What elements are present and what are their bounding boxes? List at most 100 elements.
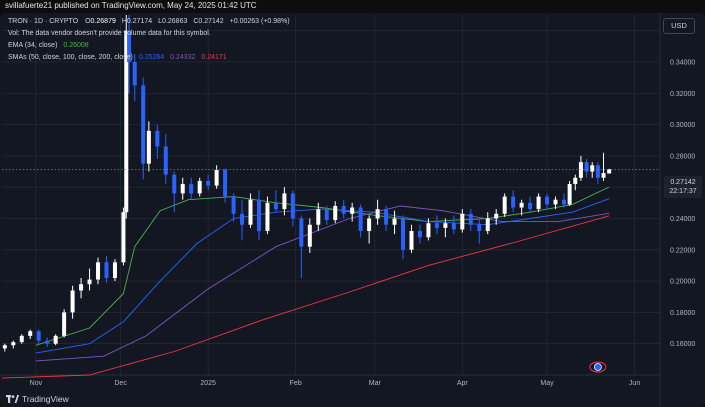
legend-symbol[interactable]: TRON · 1D · CRYPTO	[8, 18, 79, 25]
x-tick-label: Nov	[30, 380, 43, 387]
candle-body	[451, 223, 456, 230]
candle-body	[384, 209, 389, 225]
last-price-tag: 0.27142 22:17:37	[664, 176, 702, 198]
candle-body	[146, 130, 151, 164]
candle-body	[197, 180, 202, 194]
candle-body	[485, 218, 490, 231]
candle-body	[282, 193, 287, 210]
candle-body	[511, 196, 516, 208]
candle-body	[573, 177, 578, 185]
currency-button[interactable]: USD	[663, 18, 695, 34]
candle-body	[316, 209, 321, 225]
x-tick-label: May	[540, 380, 554, 387]
candle-body	[417, 231, 422, 238]
x-tick-label: 2025	[200, 380, 216, 387]
candle-body	[299, 218, 304, 247]
y-tick-label: 0.20000	[670, 279, 695, 286]
ema-label: EMA (34, close)	[8, 42, 58, 49]
x-tick-label: Feb	[290, 380, 302, 387]
sma-label: SMAs (50, close, 100, close, 200, close)	[8, 54, 133, 61]
candle-body	[578, 162, 583, 178]
candle-body	[172, 174, 177, 194]
publisher-caption: svillafuerte21 published on TradingView.…	[5, 1, 257, 10]
x-tick-label: Apr	[457, 380, 469, 387]
high-value: 0.27174	[126, 18, 153, 25]
tradingview-logo-icon	[6, 395, 19, 403]
candle-body	[141, 85, 146, 164]
candle-body	[104, 262, 109, 278]
candle-body	[584, 162, 589, 172]
legend-ema[interactable]: EMA (34, close) 0.26008	[8, 42, 89, 49]
candle-body	[567, 184, 572, 205]
series-line	[1, 215, 610, 379]
candle-body	[601, 173, 606, 178]
candle-body	[79, 284, 84, 291]
legend-ohlc: TRON · 1D · CRYPTO O0.26879 H0.27174 L0.…	[8, 18, 290, 25]
y-tick-label: 0.16000	[670, 341, 695, 348]
legend-volume-note: Vol: The data vendor doesn't provide vol…	[8, 30, 211, 37]
candle-body	[155, 130, 160, 147]
candle-body	[590, 165, 595, 172]
candle-body	[392, 218, 397, 225]
y-tick-label: 0.30000	[670, 122, 695, 129]
y-tick-label: 0.34000	[670, 59, 695, 66]
candle-body	[163, 146, 168, 175]
series-line	[35, 186, 610, 346]
candle-body	[127, 30, 132, 62]
candle-body	[401, 218, 406, 250]
candle-body	[290, 193, 295, 219]
candle-body	[231, 196, 236, 214]
y-tick-label: 0.18000	[670, 310, 695, 317]
candle-body	[561, 199, 566, 205]
candle-body	[375, 209, 380, 219]
candle-body	[273, 202, 278, 210]
candle-body	[124, 30, 129, 213]
low-value: 0.26863	[162, 18, 188, 25]
candle-body	[132, 61, 137, 86]
candle-body	[341, 205, 346, 214]
candle-body	[443, 223, 448, 228]
candle-body	[206, 180, 211, 186]
candle-body	[2, 345, 7, 349]
candle-body	[434, 223, 439, 228]
close-value: 0.27142	[198, 18, 224, 25]
candle-body	[189, 184, 194, 194]
candle-body	[607, 169, 612, 174]
tradingview-logo[interactable]: TradingView	[6, 394, 69, 404]
candle-body	[19, 335, 24, 343]
sma200-value: 0.24171	[201, 54, 227, 61]
publisher-bar: svillafuerte21 published on TradingView.…	[0, 0, 705, 13]
x-tick-label: Mar	[369, 380, 382, 387]
candle-body	[367, 218, 372, 231]
high-label: H	[121, 18, 127, 25]
event-marker-icon	[589, 361, 607, 373]
price-chart[interactable]: 0.16000 0.18000 0.20000 0.22000 0.24000 0.260…	[0, 13, 705, 407]
candle-body	[70, 290, 75, 313]
legend-sma[interactable]: SMAs (50, close, 100, close, 200, close)…	[8, 54, 227, 61]
candle-body	[214, 169, 219, 186]
candle-body	[62, 312, 67, 336]
x-tick-label: Dec	[114, 380, 127, 387]
candle-body	[307, 224, 312, 247]
open-label: O	[85, 18, 91, 25]
candle-body	[333, 205, 338, 221]
candle-body	[121, 212, 126, 263]
candle-body	[519, 202, 524, 208]
low-label: L	[158, 18, 163, 25]
candle-body	[180, 184, 185, 194]
candle-body	[248, 199, 253, 225]
candle-body	[595, 165, 600, 178]
sma50-value: 0.25264	[138, 54, 165, 61]
series-line	[35, 205, 610, 362]
candle-body	[36, 331, 41, 341]
tradingview-brand: TradingView	[22, 394, 69, 404]
candle-countdown: 22:17:37	[669, 188, 697, 195]
y-tick-label: 0.22000	[670, 247, 695, 254]
last-price-value: 0.27142	[670, 179, 696, 186]
candle-body	[265, 202, 270, 231]
chart-frame[interactable]: 0.16000 0.18000 0.20000 0.22000 0.24000 0.260…	[0, 13, 705, 407]
candle-body	[223, 169, 228, 197]
candle-body	[28, 331, 33, 336]
candle-body	[256, 199, 261, 231]
candle-body	[477, 224, 482, 231]
